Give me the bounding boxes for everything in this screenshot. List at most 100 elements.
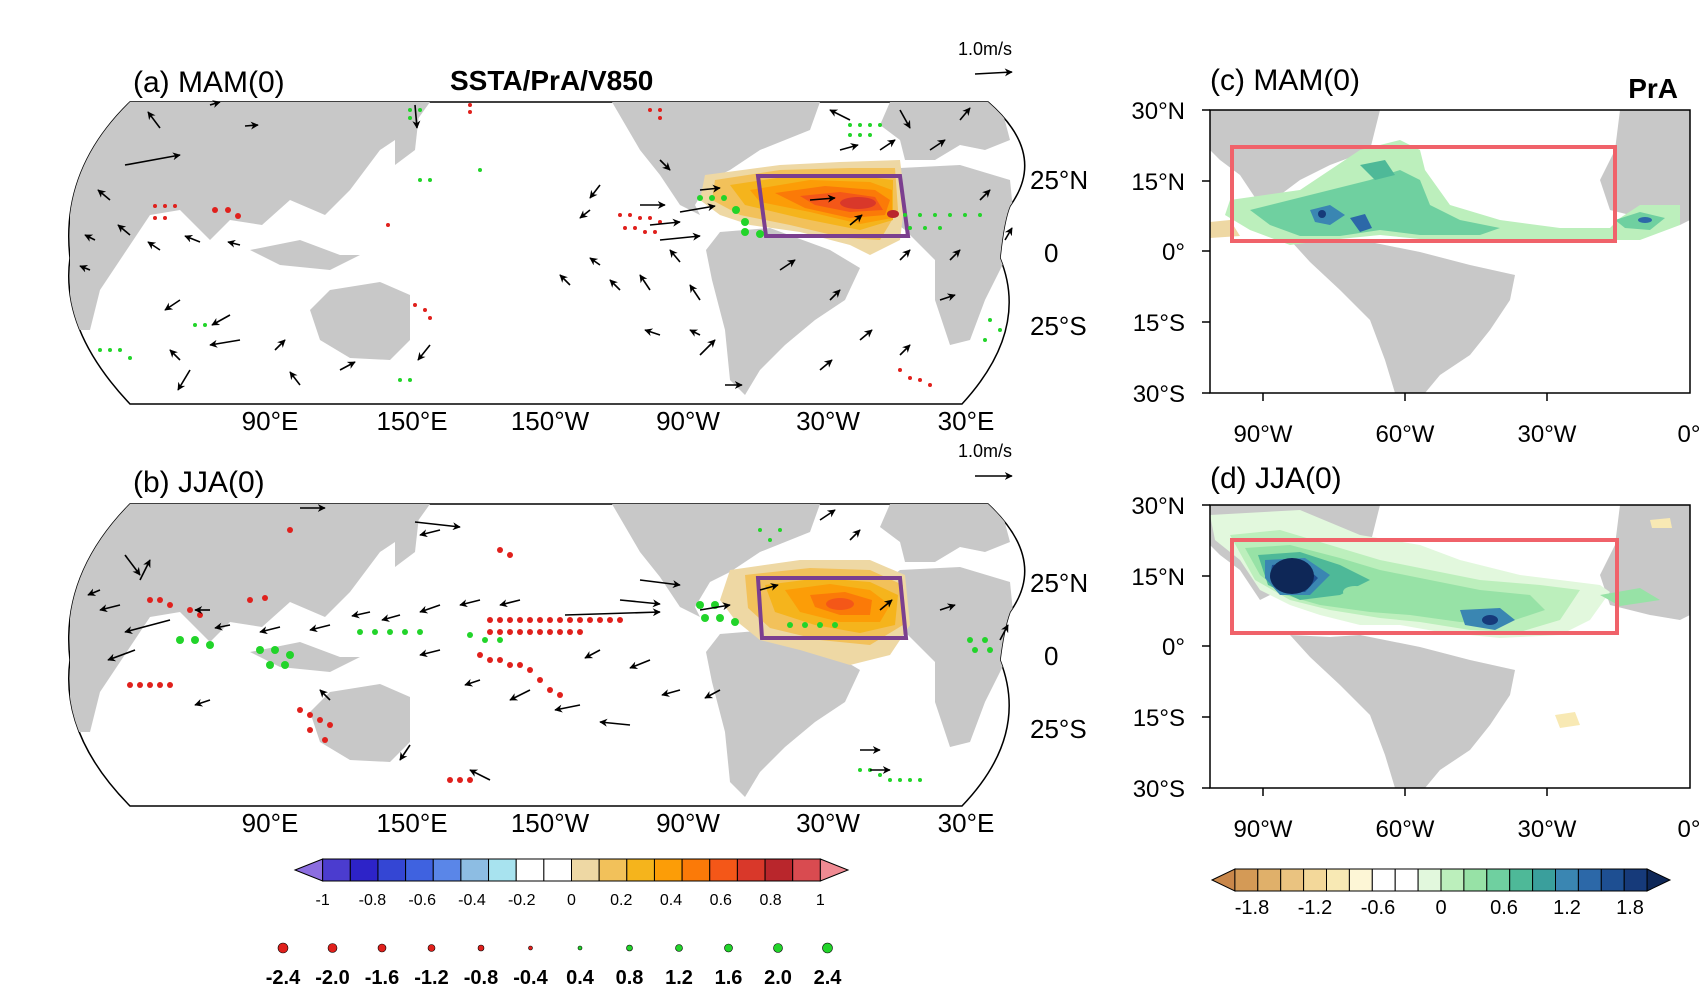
ssta-colorbar-cell [543, 858, 572, 882]
precip-marker-legend-label: 2.4 [814, 967, 843, 989]
ssta-colorbar-label: 0.6 [710, 892, 732, 909]
precip-marker-legend-dot [773, 943, 783, 953]
ssta-colorbar-cell [819, 858, 850, 882]
pra-colorbar-label: -1.2 [1298, 897, 1332, 919]
ssta-colorbar-cell [653, 858, 683, 882]
precip-marker-legend-label: -2.4 [266, 967, 301, 989]
precip-marker-legend-label: -2.0 [315, 967, 349, 989]
ssta-colorbar-label: -1 [316, 892, 330, 909]
panel-c-label: (c) MAM(0) [1210, 64, 1360, 97]
precip-marker-legend-dot [327, 943, 338, 953]
ssta-colorbar-label: -0.2 [508, 892, 536, 909]
ssta-colorbar-label: 0.2 [610, 892, 632, 909]
precip-marker-legend-label: -0.4 [513, 967, 548, 989]
panel-b: (b) JJA(0) 1.0m/s [68, 441, 1088, 838]
panel-b-index-box [755, 576, 909, 640]
ssta-colorbar-cell [626, 858, 655, 882]
pra-colorbar-cell [1646, 868, 1672, 892]
precip-marker-legend-label: 0.8 [616, 967, 644, 989]
panel-d-lat-15n: 15°N [1131, 564, 1185, 591]
pra-colorbar-cell [1600, 868, 1625, 892]
ssta-colorbar-label: 1 [816, 892, 825, 909]
panel-b-lat-tick-0: 0 [1044, 641, 1058, 671]
precip-marker-legend-dot [528, 945, 533, 951]
ssta-colorbar-label: 0.4 [660, 892, 682, 909]
panel-d-lat-30n: 30°N [1131, 493, 1185, 520]
precip-marker-legend-label: -1.2 [414, 967, 448, 989]
pra-colorbar-cell [1463, 868, 1488, 892]
panel-d-lon-60w: 60°W [1376, 816, 1435, 843]
pra-colorbar-label: 1.2 [1553, 897, 1581, 919]
pra-colorbar-cell [1394, 868, 1419, 892]
ssta-colorbar: -1 -0.8 -0.6 -0.4 -0.2 0 0.2 0.4 0.6 0.8 1 [293, 858, 850, 909]
panel-a: (a) MAM(0) SSTA/PrA/V850 1.0m/s [68, 39, 1088, 436]
panel-c-ticks [1202, 109, 1548, 401]
ssta-colorbar-cell [322, 858, 351, 882]
ssta-colorbar-cell [598, 858, 628, 882]
ssta-colorbar-cell [405, 858, 434, 882]
ssta-colorbar-cell [571, 858, 600, 882]
pra-colorbar-label: -0.6 [1361, 897, 1395, 919]
ssta-colorbar-cell [792, 858, 821, 882]
ssta-colorbar-cell [764, 858, 794, 882]
panel-c-lat-0: 0° [1162, 239, 1185, 266]
precip-marker-legend-dot [724, 943, 733, 953]
panel-a-label: (a) MAM(0) [133, 66, 285, 99]
ssta-colorbar-cell [515, 858, 545, 882]
precip-marker-legend-dot [675, 944, 683, 952]
precip-marker-legend: -2.4 -2.0 -1.6 -1.2 -0.8 -0.4 0.4 0.8 1.2 1.6 2.0 2… [266, 942, 843, 989]
pra-colorbar-label: 0 [1435, 897, 1446, 919]
panel-d-lon-30w: 30°W [1518, 816, 1577, 843]
ssta-colorbar-label: 0.8 [759, 892, 781, 909]
pra-colorbar-cell [1509, 868, 1534, 892]
panel-d-lat-axis: 30°N 15°N 0° 15°S 30°S [1131, 493, 1185, 803]
panel-a-ref-vector-arrow [974, 68, 1013, 77]
pra-colorbar-cell [1234, 868, 1259, 892]
panel-c-lon-60w: 60°W [1376, 421, 1435, 448]
panel-a-lon-tick-30w: 30°W [796, 406, 860, 436]
precip-marker-legend-dot [377, 943, 387, 953]
panel-b-lon-tick-90e: 90°E [242, 808, 299, 838]
pra-colorbar-cell [1326, 868, 1350, 892]
pra-colorbar-cell [1280, 868, 1305, 892]
ssta-colorbar-cell [460, 858, 490, 882]
panel-a-lon-axis: 90°E 150°E 150°W 90°W 30°W 30°E [242, 406, 995, 436]
pra-colorbar-label: 1.8 [1616, 897, 1644, 919]
panel-b-lat-axis: 25°N 0 25°S [1030, 568, 1088, 744]
panel-a-lon-tick-30e: 30°E [938, 406, 995, 436]
panel-a-precip-markers [98, 103, 1002, 387]
precip-marker-legend-dot [477, 944, 485, 952]
panel-b-lon-tick-30e: 30°E [938, 808, 995, 838]
panel-b-lon-tick-90w: 90°W [656, 808, 720, 838]
panel-b-label: (b) JJA(0) [133, 466, 265, 499]
panel-a-lat-tick-0: 0 [1044, 238, 1058, 268]
pra-colorbar-cell [1486, 868, 1511, 892]
panel-a-lat-axis: 25°N 0 25°S [1030, 165, 1088, 341]
ssta-colorbar-cell [377, 858, 407, 882]
panel-a-lat-tick-25n: 25°N [1030, 165, 1088, 195]
precip-marker-legend-label: 0.4 [566, 967, 595, 989]
panel-c: (c) MAM(0) PrA 30°N 15°N 0° [1131, 64, 1700, 448]
precip-marker-legend-label: -0.8 [464, 967, 498, 989]
panel-d-lat-30s: 30°S [1133, 776, 1185, 803]
pra-colorbar-cell [1532, 868, 1556, 892]
panel-c-lat-15n: 15°N [1131, 169, 1185, 196]
precip-marker-legend-label: 1.2 [665, 967, 693, 989]
panel-a-lon-tick-90e: 90°E [242, 406, 299, 436]
panel-c-pra-contours [1210, 140, 1680, 245]
panel-c-lon-30w: 30°W [1518, 421, 1577, 448]
pra-colorbar-cell [1555, 868, 1579, 892]
ssta-colorbar-cell [293, 858, 324, 882]
panel-b-lon-tick-150w: 150°W [511, 808, 590, 838]
panel-d-lat-15s: 15°S [1133, 705, 1185, 732]
ssta-colorbar-label: -0.4 [458, 892, 486, 909]
precip-marker-legend-dot [277, 942, 289, 954]
pra-colorbar-cell [1303, 868, 1327, 892]
panel-d-lon-90w: 90°W [1234, 816, 1293, 843]
pra-colorbar-label: -1.8 [1235, 897, 1269, 919]
pra-colorbar-cell [1371, 868, 1396, 892]
pra-colorbar-cell [1417, 868, 1442, 892]
panel-d-lon-0: 0° [1678, 816, 1701, 843]
pra-colorbar-cell [1577, 868, 1602, 892]
